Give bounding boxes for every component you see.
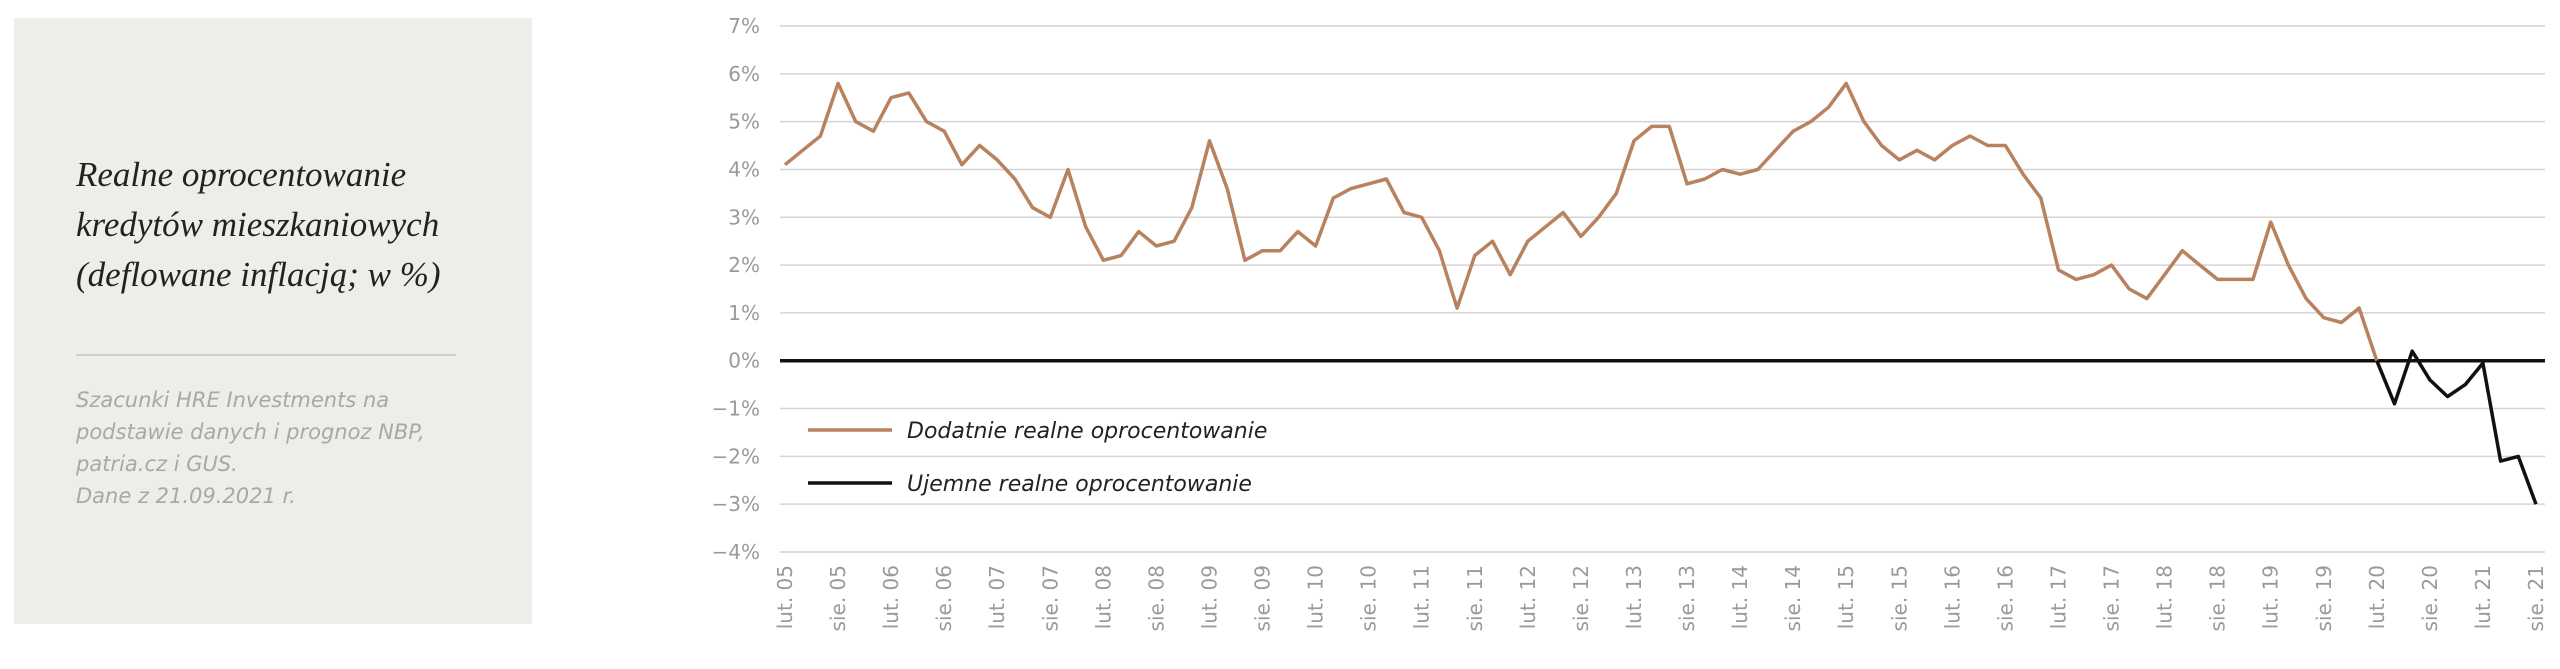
- x-tick-label: sie. 08: [1144, 565, 1168, 631]
- x-tick-label: lut. 21: [2471, 565, 2495, 629]
- x-tick-label: lut. 16: [1940, 565, 1964, 629]
- x-tick-label: lut. 20: [2365, 565, 2389, 629]
- x-tick-label: lut. 09: [1197, 565, 1221, 629]
- x-tick-label: lut. 15: [1834, 565, 1858, 629]
- x-tick-label: lut. 12: [1516, 565, 1540, 629]
- legend-label: Ujemne realne oprocentowanie: [907, 472, 1252, 497]
- y-tick-label: −2%: [712, 444, 761, 468]
- divider: [76, 354, 456, 356]
- y-tick-label: 6%: [728, 62, 760, 86]
- x-tick-label: lut. 18: [2153, 565, 2177, 629]
- y-tick-label: −1%: [712, 397, 761, 421]
- y-tick-label: 3%: [728, 205, 760, 229]
- panel-title: Realne oprocentowanie kredytów mieszkani…: [76, 155, 441, 294]
- y-tick-label: −4%: [712, 540, 761, 564]
- y-tick-label: 4%: [728, 157, 760, 181]
- x-tick-label: lut. 11: [1410, 565, 1434, 629]
- x-tick-label: lut. 13: [1622, 565, 1646, 629]
- x-tick-label: lut. 06: [879, 565, 903, 629]
- x-tick-label: sie. 12: [1569, 565, 1593, 631]
- data-line: [783, 81, 2379, 362]
- x-tick-label: lut. 10: [1304, 565, 1328, 629]
- x-tick-label: lut. 07: [985, 565, 1009, 629]
- x-tick-label: sie. 06: [932, 565, 956, 631]
- data-line: [2375, 349, 2538, 505]
- x-tick-label: sie. 19: [2312, 565, 2336, 631]
- x-tick-label: sie. 07: [1038, 565, 1062, 631]
- x-tick-label: sie. 13: [1675, 565, 1699, 631]
- source-note: Szacunki HRE Investments na podstawie da…: [76, 388, 425, 508]
- x-tick-label: sie. 11: [1463, 565, 1487, 631]
- x-tick-label: sie. 05: [826, 565, 850, 631]
- x-tick-label: sie. 09: [1251, 565, 1275, 631]
- x-tick-label: sie. 20: [2418, 565, 2442, 631]
- legend-label: Dodatnie realne oprocentowanie: [907, 419, 1267, 444]
- x-tick-label: sie. 16: [1993, 565, 2017, 631]
- y-tick-label: 7%: [728, 14, 760, 38]
- y-tick-label: 0%: [728, 349, 760, 373]
- x-tick-label: sie. 18: [2206, 565, 2230, 631]
- y-tick-label: 5%: [728, 110, 760, 134]
- y-tick-label: −3%: [712, 492, 761, 516]
- y-tick-label: 2%: [728, 253, 760, 277]
- x-tick-label: lut. 05: [773, 565, 797, 629]
- x-tick-label: lut. 08: [1091, 565, 1115, 629]
- x-tick-label: lut. 19: [2259, 565, 2283, 629]
- side-panel: [14, 18, 532, 624]
- x-tick-label: sie. 15: [1887, 565, 1911, 631]
- x-tick-label: sie. 14: [1781, 565, 1805, 631]
- x-tick-label: lut. 17: [2046, 565, 2070, 629]
- y-tick-label: 1%: [728, 301, 760, 325]
- x-tick-label: sie. 10: [1357, 565, 1381, 631]
- x-tick-label: sie. 17: [2100, 565, 2124, 631]
- x-tick-label: sie. 21: [2524, 565, 2548, 631]
- x-tick-label: lut. 14: [1728, 565, 1752, 629]
